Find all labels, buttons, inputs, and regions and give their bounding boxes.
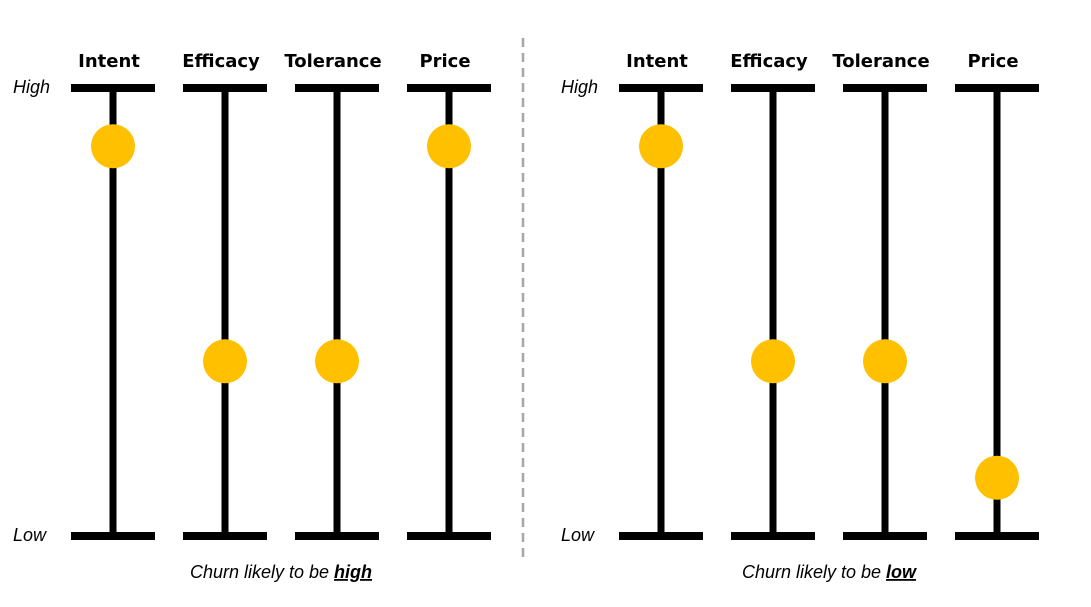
caption-emphasis: low: [886, 562, 917, 582]
level-dot: [315, 339, 359, 384]
low-label: Low: [13, 525, 47, 545]
axis-label: Intent: [626, 51, 688, 72]
axis-label: Price: [967, 51, 1018, 72]
caption-text: Churn likely to be: [190, 562, 334, 582]
level-dot: [91, 124, 135, 169]
low-label: Low: [561, 525, 595, 545]
high-label: High: [13, 77, 50, 97]
level-dot: [751, 339, 795, 384]
axis-label: Efficacy: [730, 51, 808, 72]
caption: Churn likely to be low: [742, 562, 917, 582]
caption: Churn likely to be high: [190, 562, 372, 582]
level-dot: [203, 339, 247, 384]
axis-label: Intent: [78, 51, 140, 72]
axis-label: Price: [419, 51, 470, 72]
level-dot: [863, 339, 907, 384]
axis-label: Efficacy: [182, 51, 260, 72]
caption-emphasis: high: [334, 562, 372, 582]
caption-text: Churn likely to be: [742, 562, 886, 582]
high-label: High: [561, 77, 598, 97]
level-dot: [975, 455, 1019, 500]
level-dot: [427, 124, 471, 169]
axis-label: Tolerance: [284, 51, 381, 72]
level-dot: [639, 124, 683, 169]
axis-label: Tolerance: [832, 51, 929, 72]
